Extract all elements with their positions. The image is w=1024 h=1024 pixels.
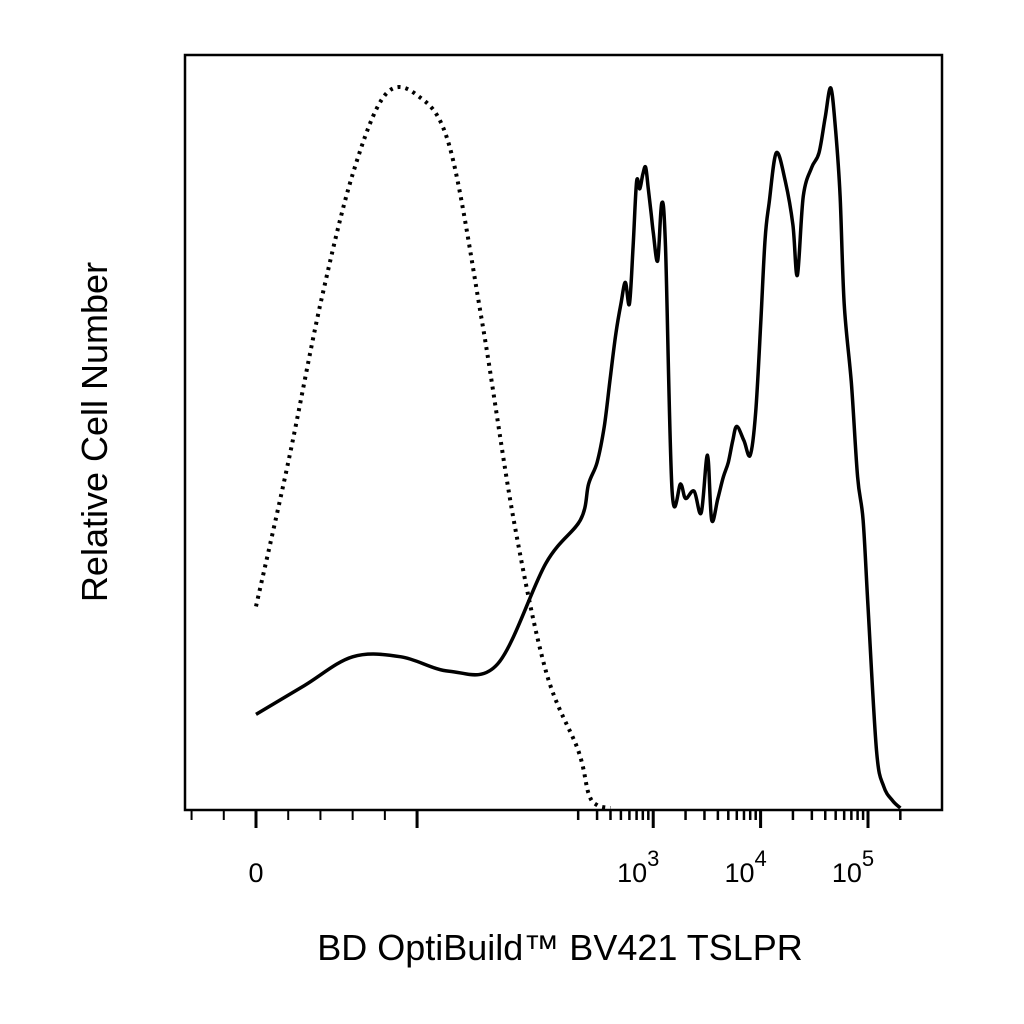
series-layer <box>254 85 902 810</box>
x-tick-label: 0 <box>248 858 263 888</box>
series-solid-line <box>255 86 902 810</box>
x-tick-label: 104 <box>724 846 766 888</box>
x-axis-tick-labels: 0 103 104 105 <box>248 846 874 888</box>
x-axis-ticks <box>190 810 902 828</box>
x-tick-label: 103 <box>617 846 659 888</box>
x-tick-label: 105 <box>832 846 874 888</box>
x-axis-label: BD OptiBuild™ BV421 TSLPR <box>317 927 803 968</box>
y-axis-label: Relative Cell Number <box>74 262 115 602</box>
plot-frame <box>183 53 944 812</box>
series-dotted-line <box>254 85 611 810</box>
